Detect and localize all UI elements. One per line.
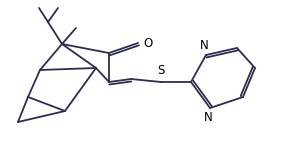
Text: N: N — [204, 111, 212, 124]
Text: S: S — [157, 64, 165, 77]
Text: N: N — [200, 39, 209, 52]
Text: O: O — [143, 36, 152, 50]
